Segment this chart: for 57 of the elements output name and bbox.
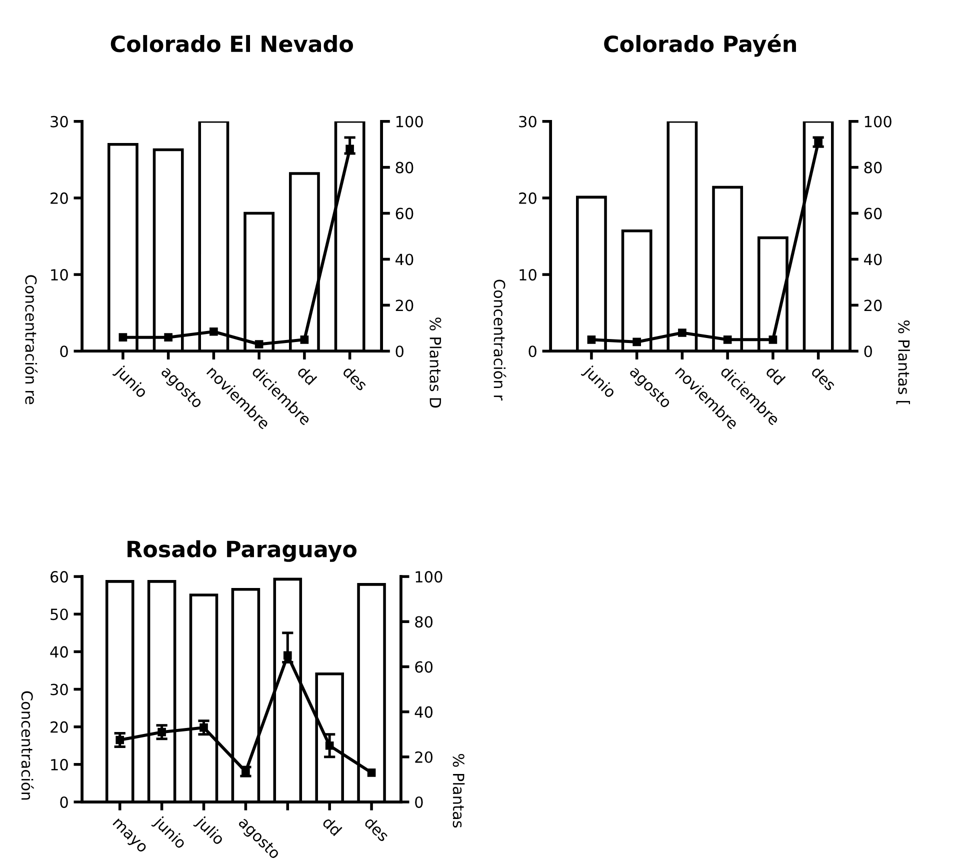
- point: [367, 768, 376, 777]
- point: [678, 328, 686, 337]
- point: [300, 335, 309, 344]
- y-axis-title: Concentración r: [494, 280, 506, 400]
- point: [164, 333, 172, 342]
- y-tick-label: 0: [528, 346, 536, 358]
- y2-axis-title: % Plantas D: [430, 318, 442, 408]
- y-tick-label: 0: [60, 346, 68, 358]
- y2-tick-label: 80: [864, 162, 882, 174]
- y2-tick-label: 100: [864, 116, 892, 128]
- x-tick-label: des: [364, 816, 390, 842]
- y-tick-label: 0: [60, 796, 68, 808]
- x-tick-label: dd: [322, 816, 342, 836]
- point: [254, 340, 264, 348]
- y2-tick-label: 20: [415, 751, 433, 763]
- y2-tick-label: 0: [396, 346, 404, 358]
- chart-title: Colorado El Nevado: [110, 35, 353, 52]
- y-tick-label: 10: [51, 758, 68, 770]
- y2-tick-label: 40: [396, 254, 414, 266]
- y-tick-label: 50: [50, 608, 68, 620]
- y2-tick-label: 40: [414, 706, 433, 718]
- y-axis-title: Concentración re: [25, 275, 38, 404]
- y-tick-label: 30: [519, 116, 536, 128]
- y-tick-label: 10: [520, 269, 536, 281]
- y2-tick-label: 0: [415, 796, 423, 808]
- y2-tick-label: 20: [396, 300, 414, 312]
- y2-tick-label: 100: [396, 116, 423, 128]
- y-tick-label: 20: [519, 192, 536, 204]
- y2-axis-title: % Plantas: [452, 754, 465, 828]
- y2-tick-label: 80: [415, 616, 433, 628]
- y-tick-label: 10: [51, 269, 68, 281]
- y2-tick-label: 80: [396, 162, 414, 174]
- y2-tick-label: 40: [864, 254, 882, 266]
- y2-tick-label: 100: [416, 571, 442, 583]
- y2-tick-label: 0: [864, 346, 872, 358]
- y2-axis-title: % Plantas [: [896, 320, 910, 404]
- y-tick-label: 30: [50, 116, 68, 128]
- point: [768, 335, 778, 344]
- y-tick-label: 20: [50, 721, 68, 733]
- y2-tick-label: 60: [396, 208, 414, 220]
- x-tick-label: des: [810, 364, 837, 392]
- y-tick-label: 20: [50, 192, 68, 204]
- point: [723, 335, 732, 344]
- x-tick-label: des: [342, 364, 368, 392]
- y-tick-label: 60: [50, 571, 68, 583]
- y2-tick-label: 60: [864, 208, 882, 220]
- chart-title: Colorado Payén: [604, 34, 796, 57]
- point: [632, 338, 641, 346]
- y2-tick-label: 20: [864, 300, 882, 312]
- y2-tick-label: 60: [415, 661, 433, 673]
- point: [587, 335, 596, 344]
- point: [210, 327, 218, 336]
- point: [118, 333, 128, 342]
- chart-title: Rosado Paraguayo: [128, 540, 357, 562]
- y-tick-label: 30: [50, 684, 68, 696]
- y-tick-label: 40: [50, 646, 68, 658]
- y-axis-title: Concentración: [21, 691, 34, 800]
